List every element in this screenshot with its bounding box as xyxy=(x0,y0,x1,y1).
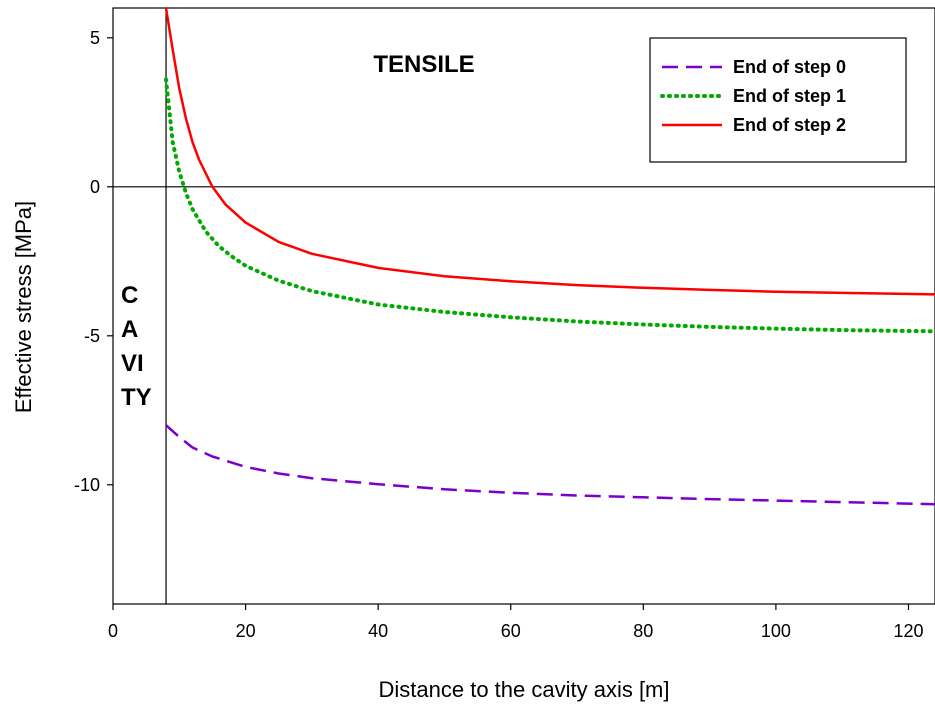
series-layer xyxy=(164,8,935,506)
x-tick-label: 60 xyxy=(501,621,521,641)
series-line-step-0 xyxy=(165,424,935,506)
y-tick-label: -10 xyxy=(74,475,100,495)
cavity-annotation-line: TY xyxy=(121,384,152,411)
y-tick-label: -5 xyxy=(84,326,100,346)
reference-lines xyxy=(113,8,935,604)
legend: End of step 0 End of step 1 End of step 2 xyxy=(649,37,907,163)
y-axis-title: Effective stress [MPa] xyxy=(11,201,36,413)
annotations: TENSILE C A VI TY xyxy=(121,51,475,411)
y-tick-label: 5 xyxy=(90,28,100,48)
cavity-annotation-line: A xyxy=(121,316,138,343)
x-tick-label: 20 xyxy=(236,621,256,641)
x-tick-label: 0 xyxy=(108,621,118,641)
y-tick-label: 0 xyxy=(90,177,100,197)
legend-label: End of step 0 xyxy=(733,57,846,77)
tensile-annotation: TENSILE xyxy=(373,51,474,78)
cavity-annotation: C A VI TY xyxy=(121,282,152,411)
series-line-step-1 xyxy=(164,77,935,334)
cavity-annotation-line: C xyxy=(121,282,138,309)
plot-area xyxy=(112,7,935,605)
x-tick-label: 120 xyxy=(893,621,923,641)
x-axis-title: Distance to the cavity axis [m] xyxy=(379,677,670,702)
cavity-annotation-line: VI xyxy=(121,350,144,377)
x-tick-label: 100 xyxy=(761,621,791,641)
x-tick-label: 40 xyxy=(368,621,388,641)
legend-label: End of step 1 xyxy=(733,86,846,106)
x-tick-label: 80 xyxy=(633,621,653,641)
legend-label: End of step 2 xyxy=(733,115,846,135)
plot-frame xyxy=(112,7,935,605)
series-line-step-2 xyxy=(164,8,935,296)
axis-ticks: 0 20 40 60 80 100 120 5 0 -5 -10 xyxy=(74,28,924,641)
legend-box xyxy=(649,37,907,163)
